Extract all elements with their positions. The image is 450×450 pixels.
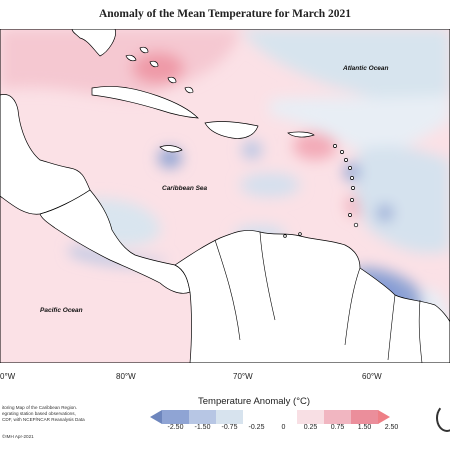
colorbar-segment: [243, 410, 271, 424]
colorbar-segment: [324, 410, 352, 424]
map-note-line: egrating station based observations,: [2, 411, 76, 416]
credit-text: ©IMH Apr-2021: [2, 434, 34, 439]
colorbar-tick-label: 2.50: [384, 424, 399, 431]
colorbar-segment: [270, 410, 298, 424]
colorbar-tick-label: 1.50: [357, 424, 372, 431]
colorbar-tick-label: 0.25: [303, 424, 318, 431]
atlantic-ocean-label: Atlantic Ocean: [342, 65, 389, 72]
puerto-rico-land: [287, 131, 315, 138]
colorbar-tick-label: 0: [281, 424, 286, 431]
colorbar: [150, 410, 390, 424]
colorbar-segment: [162, 410, 190, 424]
florida-land: [71, 29, 116, 57]
caribbean-sea-label: Caribbean Sea: [162, 185, 208, 192]
country-borders: [214, 231, 423, 363]
colorbar-segment: [189, 410, 217, 424]
colorbar-segment: [297, 410, 325, 424]
colorbar-right-arrow: [378, 410, 390, 424]
longitude-label: 0°W: [0, 372, 16, 381]
map-note-line: CDF, with NCEP/NCAR Reanalysis Data: [2, 417, 85, 422]
longitude-label: 60°W: [362, 372, 382, 381]
hispaniola-land: [204, 121, 259, 139]
map-note-line: itoring Map of the Caribbean Region.: [2, 405, 78, 410]
map-title: Anomaly of the Mean Temperature for Marc…: [98, 8, 351, 20]
legend-title: Temperature Anomaly (°C): [198, 396, 311, 407]
south-america-land: [174, 230, 450, 363]
colorbar-tick-label: -2.50: [167, 424, 184, 431]
longitude-label: 70°W: [233, 372, 253, 381]
logo-icon: [436, 404, 450, 432]
pacific-ocean-label: Pacific Ocean: [40, 307, 83, 314]
anomaly-pattern: [0, 29, 450, 351]
colorbar-tick-label: 0.75: [330, 424, 345, 431]
cuba-land: [91, 86, 199, 119]
longitude-label: 80°W: [116, 372, 136, 381]
temperature-anomaly-map: Atlantic Ocean Caribbean Sea Pacific Oce…: [0, 29, 450, 363]
colorbar-segment: [216, 410, 244, 424]
colorbar-segment: [351, 410, 379, 424]
colorbar-tick-label: -0.75: [221, 424, 238, 431]
colorbar-tick-label: -1.50: [194, 424, 211, 431]
colorbar-tick-label: -0.25: [248, 424, 265, 431]
jamaica-land: [159, 145, 183, 153]
landmasses: [0, 29, 450, 363]
colorbar-left-arrow: [150, 410, 162, 424]
